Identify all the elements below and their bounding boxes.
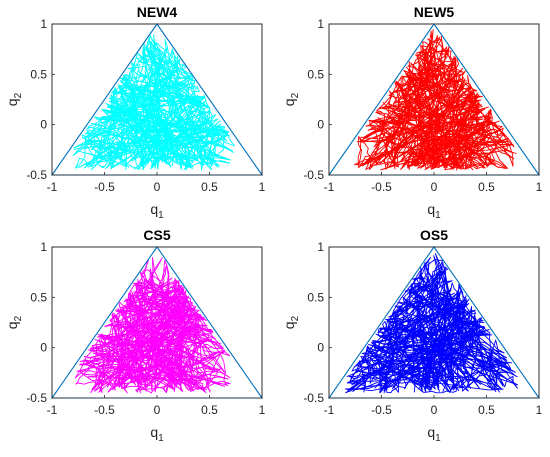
- y-tick-label: 0: [317, 118, 324, 132]
- subplot-title: CS5: [143, 227, 170, 243]
- trajectory-line: [344, 253, 519, 394]
- x-tick-label: 1: [536, 180, 543, 194]
- y-tick-label: 0.5: [30, 290, 47, 304]
- x-tick-label: 1: [536, 403, 543, 417]
- x-tick-label: 0.5: [201, 403, 218, 417]
- x-tick-label: 0: [154, 403, 161, 417]
- x-tick-label: -0.5: [371, 180, 392, 194]
- trajectory-line: [72, 34, 235, 171]
- y-tick-label: -0.5: [26, 168, 47, 182]
- y-tick-label: 1: [317, 240, 324, 254]
- x-tick-label: -1: [47, 403, 58, 417]
- x-tick-label: -1: [324, 180, 335, 194]
- x-tick-label: 0: [431, 403, 438, 417]
- x-tick-label: -0.5: [371, 403, 392, 417]
- y-tick-label: 0: [317, 341, 324, 355]
- x-tick-label: 0: [154, 180, 161, 194]
- subplot-title: NEW5: [414, 4, 455, 20]
- trajectory-line: [74, 256, 231, 394]
- y-tick-label: 1: [317, 17, 324, 31]
- y-tick-label: 0.5: [30, 67, 47, 81]
- y-axis-label: q2: [281, 92, 301, 106]
- x-axis-label: q1: [427, 201, 441, 221]
- y-axis-label: q2: [4, 92, 24, 106]
- y-tick-label: -0.5: [303, 391, 324, 405]
- y-tick-label: 1: [40, 240, 47, 254]
- y-tick-label: -0.5: [303, 168, 324, 182]
- x-tick-label: 0.5: [478, 403, 495, 417]
- x-tick-label: -1: [47, 180, 58, 194]
- y-tick-label: 0.5: [307, 67, 324, 81]
- x-tick-label: 0.5: [201, 180, 218, 194]
- x-axis-label: q1: [150, 424, 164, 444]
- y-axis-label: q2: [281, 315, 301, 329]
- y-tick-label: 0: [40, 341, 47, 355]
- x-axis-label: q1: [427, 424, 441, 444]
- y-tick-label: 0: [40, 118, 47, 132]
- y-tick-label: -0.5: [26, 391, 47, 405]
- x-tick-label: -0.5: [94, 180, 115, 194]
- x-tick-label: 1: [259, 180, 266, 194]
- x-tick-label: -0.5: [94, 403, 115, 417]
- y-tick-label: 0.5: [307, 290, 324, 304]
- x-tick-label: 0.5: [478, 180, 495, 194]
- x-axis-label: q1: [150, 201, 164, 221]
- subplot-title: OS5: [420, 227, 448, 243]
- y-axis-label: q2: [4, 315, 24, 329]
- x-tick-label: 1: [259, 403, 266, 417]
- trajectory-line: [354, 28, 517, 171]
- subplot-title: NEW4: [137, 4, 178, 20]
- x-tick-label: 0: [431, 180, 438, 194]
- y-tick-label: 1: [40, 17, 47, 31]
- x-tick-label: -1: [324, 403, 335, 417]
